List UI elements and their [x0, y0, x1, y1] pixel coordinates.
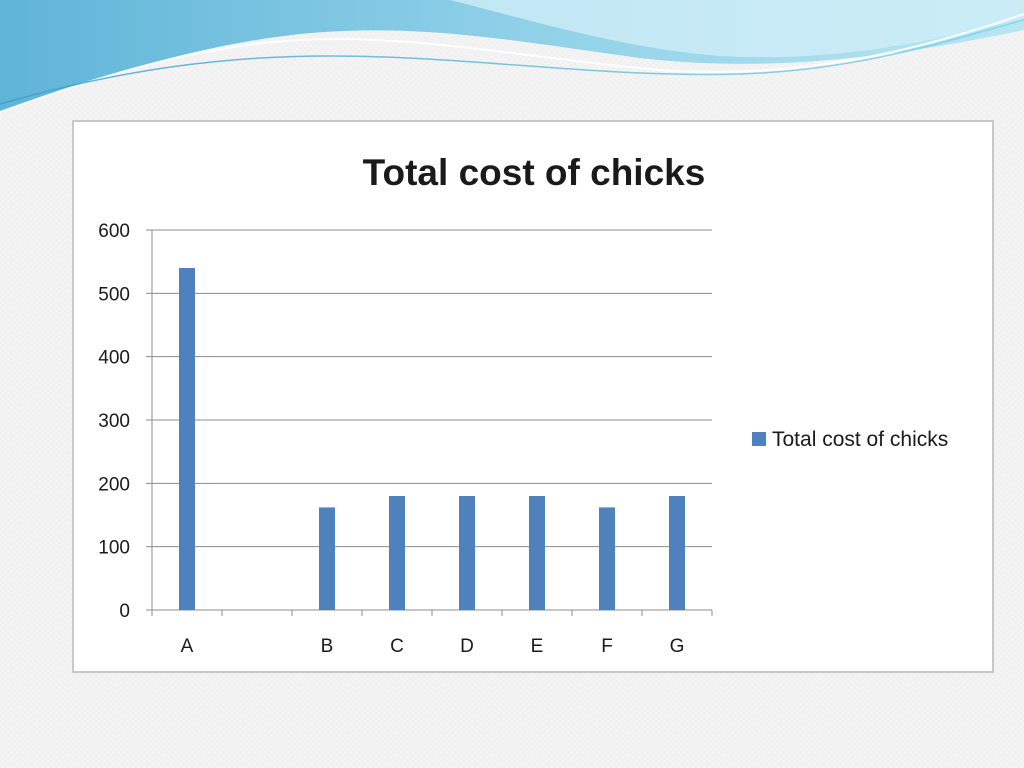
- bar-F: [599, 507, 615, 610]
- x-tick-label-D: D: [460, 636, 474, 657]
- y-tick-label-100: 100: [98, 538, 130, 559]
- bar-G: [669, 496, 685, 610]
- legend-swatch: [752, 432, 766, 446]
- x-tick-label-A: A: [181, 636, 194, 657]
- chart-title: Total cost of chicks: [363, 152, 706, 193]
- y-tick-label-600: 600: [98, 221, 130, 242]
- y-tick-label-0: 0: [119, 601, 130, 622]
- y-tick-label-500: 500: [98, 284, 130, 305]
- y-tick-label-200: 200: [98, 474, 130, 495]
- legend-label: Total cost of chicks: [772, 428, 948, 451]
- chart: Total cost of chicks 0 100 200 300 400 500 600 A…: [98, 152, 948, 657]
- header-wave-decoration: [0, 0, 1024, 113]
- x-tick-label-F: F: [601, 636, 613, 657]
- bar-D: [459, 496, 475, 610]
- x-tick-label-B: B: [321, 636, 334, 657]
- bar-B: [319, 507, 335, 610]
- x-tick-label-C: C: [390, 636, 404, 657]
- bar-C: [389, 496, 405, 610]
- y-tick-label-400: 400: [98, 348, 130, 369]
- x-tick-label-G: G: [670, 636, 685, 657]
- y-tick-label-300: 300: [98, 411, 130, 432]
- bar-E: [529, 496, 545, 610]
- x-tick-label-E: E: [531, 636, 544, 657]
- bar-A: [179, 268, 195, 610]
- chart-frame: Total cost of chicks 0 100 200 300 400 500 600 A…: [72, 120, 994, 673]
